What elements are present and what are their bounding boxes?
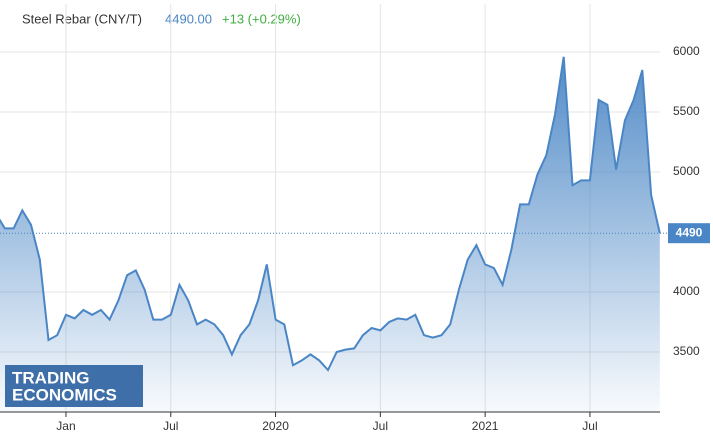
y-tick-label: 3500 — [673, 344, 700, 358]
price: 4490.00 — [165, 11, 212, 26]
watermark-box — [5, 365, 143, 407]
x-tick-label: Jul — [582, 419, 597, 433]
price-line — [0, 56, 661, 372]
x-tick-label: Jan — [56, 419, 75, 433]
x-tick-label: Jul — [163, 419, 178, 433]
x-tick-label: 2021 — [472, 419, 499, 433]
watermark: ECONOMICS — [12, 385, 117, 404]
last-value-tag — [668, 223, 710, 244]
chart-title: Steel Rebar (CNY/T) — [22, 11, 142, 26]
y-tick-label: 5000 — [673, 164, 700, 178]
x-tick-label: Jul — [373, 419, 388, 433]
price-change: +13 (+0.29%) — [222, 11, 301, 26]
plot-area — [0, 4, 661, 412]
y-tick-label: 4000 — [673, 284, 700, 298]
x-tick-label: 2020 — [262, 419, 289, 433]
y-tick-label: 5500 — [673, 104, 700, 118]
last-value-label: 4490 — [676, 225, 703, 239]
watermark: TRADING — [12, 368, 89, 387]
y-tick-label: 6000 — [673, 44, 700, 58]
area-fill — [0, 56, 660, 412]
